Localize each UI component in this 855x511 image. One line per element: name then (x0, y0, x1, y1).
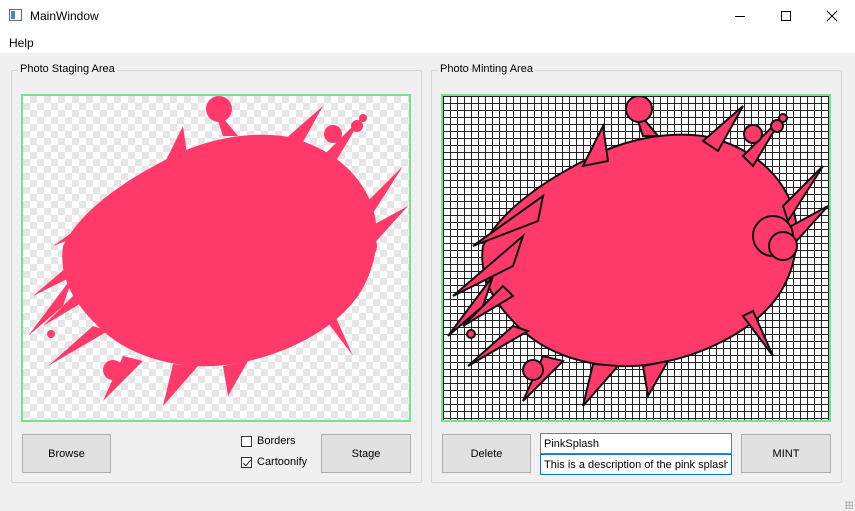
photo-staging-group: Photo Staging Area (11, 63, 422, 483)
staging-image-preview[interactable] (21, 94, 411, 422)
window-title: MainWindow (30, 9, 99, 23)
cartoon-splash-image (447, 96, 829, 407)
cartoonify-checkbox[interactable]: Cartoonify (241, 456, 307, 468)
stage-button[interactable]: Stage (321, 434, 411, 473)
pink-splash-image (28, 96, 408, 406)
minimize-icon (735, 16, 745, 17)
close-button[interactable] (809, 0, 855, 32)
minimize-button[interactable] (717, 0, 763, 32)
photo-staging-title: Photo Staging Area (18, 63, 117, 75)
nft-description-input[interactable] (540, 454, 732, 475)
browse-button[interactable]: Browse (22, 434, 111, 473)
app-window-icon (9, 9, 22, 21)
mint-button[interactable]: MINT (741, 434, 831, 473)
borders-checkbox-label: Borders (257, 435, 296, 447)
borders-checkbox[interactable]: Borders (241, 435, 296, 447)
delete-button[interactable]: Delete (442, 434, 531, 473)
cartoonify-checkbox-label: Cartoonify (257, 456, 308, 468)
photo-minting-title: Photo Minting Area (438, 63, 535, 75)
nft-name-input[interactable] (540, 433, 732, 454)
borders-checkbox-box[interactable] (241, 435, 252, 447)
menu-bar: Help (0, 32, 855, 53)
photo-minting-group: Photo Minting Area (431, 63, 842, 483)
title-bar: MainWindow (0, 0, 855, 32)
cartoonify-checkbox-box[interactable] (241, 456, 252, 468)
menu-help[interactable]: Help (9, 36, 34, 50)
resize-grip[interactable] (845, 501, 853, 509)
maximize-button[interactable] (763, 0, 809, 32)
close-icon (826, 10, 838, 22)
maximize-icon (781, 11, 791, 21)
minting-image-preview[interactable] (441, 94, 831, 422)
